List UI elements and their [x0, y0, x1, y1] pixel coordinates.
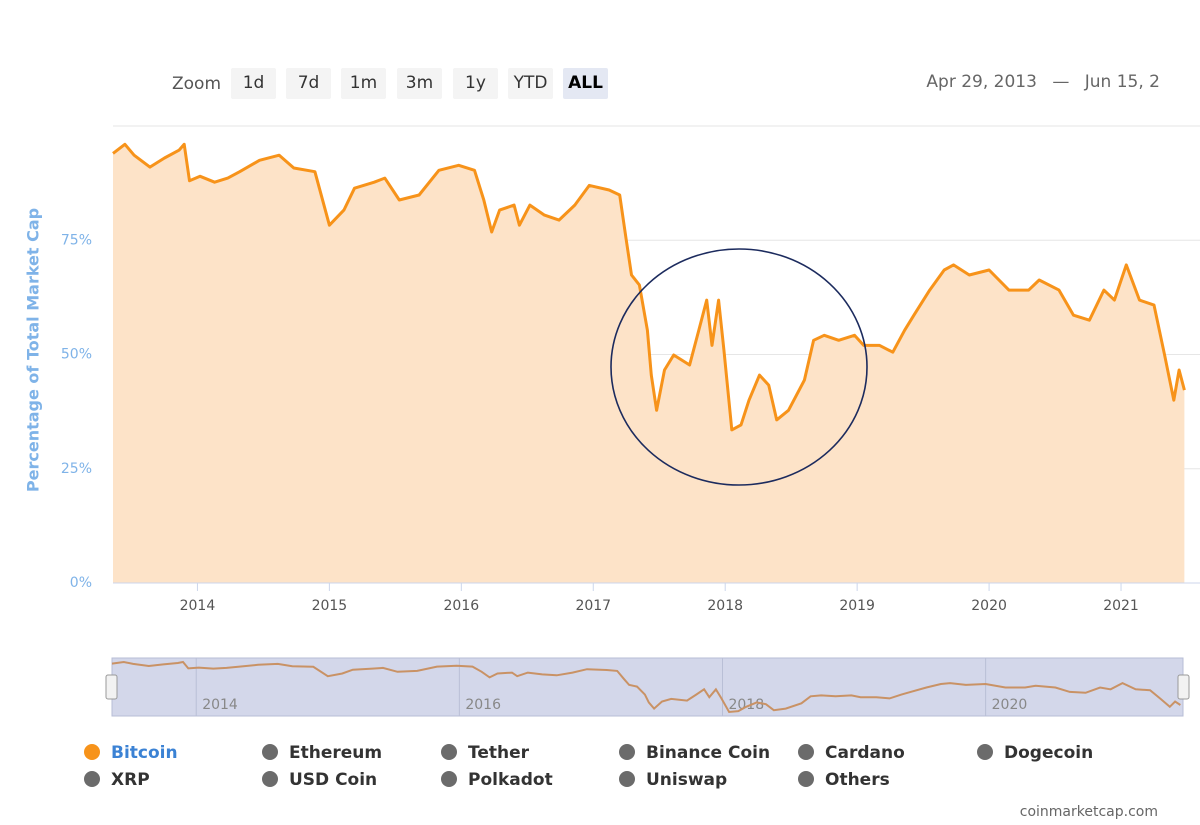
y-tick-label: 25%: [61, 461, 92, 477]
legend-item[interactable]: Binance Coin: [619, 743, 770, 763]
navigator-tick-label: 2020: [992, 697, 1028, 713]
zoom-button-bg: [453, 68, 498, 99]
legend-symbol: [798, 744, 814, 760]
x-tick-label: 2016: [444, 598, 480, 614]
zoom-button-label: 1d: [243, 73, 265, 93]
zoom-button-bg: [231, 68, 276, 99]
legend-item[interactable]: USD Coin: [262, 770, 377, 790]
zoom-button-label: 3m: [406, 73, 433, 93]
legend-label: XRP: [111, 770, 150, 790]
legend-symbol: [84, 744, 100, 760]
navigator-tick-label: 2014: [202, 697, 238, 713]
x-tick-label: 2017: [575, 598, 611, 614]
legend-symbol: [262, 771, 278, 787]
zoom-button-bg: [341, 68, 386, 99]
x-tick-label: 2020: [971, 598, 1007, 614]
navigator-tick-label: 2018: [728, 697, 764, 713]
navigator-tick-label: 2016: [465, 697, 501, 713]
y-axis-title: Percentage of Total Market Cap: [24, 208, 43, 492]
legend-label: Polkadot: [468, 770, 553, 790]
legend-item[interactable]: Others: [798, 770, 890, 790]
legend-label: Bitcoin: [111, 743, 178, 763]
zoom-button-bg: [286, 68, 331, 99]
date-separator: —: [1052, 72, 1069, 92]
x-tick-label: 2018: [707, 598, 743, 614]
zoom-label: Zoom: [172, 74, 221, 94]
zoom-button-label: 1m: [350, 73, 377, 93]
zoom-button[interactable]: 7d: [286, 68, 331, 99]
legend-symbol: [262, 744, 278, 760]
area: [113, 144, 1185, 584]
legend-symbol: [84, 771, 100, 787]
date-from: Apr 29, 2013: [926, 72, 1037, 92]
highlight-circle: [610, 248, 868, 486]
zoom-button[interactable]: 1m: [341, 68, 386, 99]
legend-label: Others: [825, 770, 890, 790]
legend-symbol: [619, 744, 635, 760]
line: [112, 142, 1186, 432]
navigator-content: 2014 2016 2018 2020: [111, 658, 1181, 716]
legend-symbol: [977, 744, 993, 760]
navigator-handle-right[interactable]: [1177, 674, 1190, 700]
navigator-handle-left[interactable]: [105, 674, 118, 700]
legend-label: Uniswap: [646, 770, 727, 790]
legend-item[interactable]: Cardano: [798, 743, 905, 763]
zoom-button[interactable]: 1d: [231, 68, 276, 99]
x-tick-label: 2014: [180, 598, 216, 614]
zoom-button-label: 7d: [298, 73, 320, 93]
legend-label: Dogecoin: [1004, 743, 1093, 763]
legend-item[interactable]: Dogecoin: [977, 743, 1093, 763]
zoom-button-label: YTD: [513, 73, 548, 93]
x-tick-label: 2019: [839, 598, 875, 614]
zoom-button-bg: [397, 68, 442, 99]
zoom-button-bg: [508, 68, 553, 99]
zoom-button-label: ALL: [568, 73, 603, 93]
credit: coinmarketcap.com: [1020, 804, 1158, 820]
zoom-button[interactable]: 3m: [397, 68, 442, 99]
y-tick-label: 75%: [61, 232, 92, 248]
y-tick-label: 50%: [61, 347, 92, 363]
x-tick-label: 2015: [312, 598, 348, 614]
zoom-button[interactable]: 1y: [453, 68, 498, 99]
date-range: Apr 29, 2013 — Jun 15, 2: [926, 72, 1160, 92]
legend-label: Cardano: [825, 743, 905, 763]
legend-symbol: [441, 744, 457, 760]
legend-item[interactable]: Bitcoin: [84, 743, 178, 763]
zoom-button-bg: [563, 68, 608, 99]
legend-item[interactable]: Uniswap: [619, 770, 727, 790]
legend-symbol: [619, 771, 635, 787]
legend-label: Ethereum: [289, 743, 382, 763]
zoom-button[interactable]: YTD: [508, 68, 553, 99]
legend-item[interactable]: Ethereum: [262, 743, 382, 763]
legend-label: Binance Coin: [646, 743, 770, 763]
legend: Bitcoin Ethereum Tether Binance Coin Cardano…: [84, 743, 1093, 790]
y-tick-label: 0%: [70, 575, 92, 591]
legend-item[interactable]: XRP: [84, 770, 150, 790]
legend-item[interactable]: Tether: [441, 743, 530, 763]
date-to: Jun 15, 2: [1084, 72, 1160, 92]
x-tick-label: 2021: [1103, 598, 1139, 614]
zoom-button[interactable]: ALL: [563, 68, 608, 99]
legend-label: Tether: [468, 743, 530, 763]
legend-symbol: [441, 771, 457, 787]
legend-label: USD Coin: [289, 770, 377, 790]
navigator-line: [111, 660, 1181, 714]
legend-symbol: [798, 771, 814, 787]
legend-item[interactable]: Polkadot: [441, 770, 553, 790]
zoom-button-label: 1y: [465, 73, 486, 93]
plot-area: 0% 25% 50% 75% 2014 2015 2016 2017 2018 2019 2020 2…: [61, 142, 1200, 614]
